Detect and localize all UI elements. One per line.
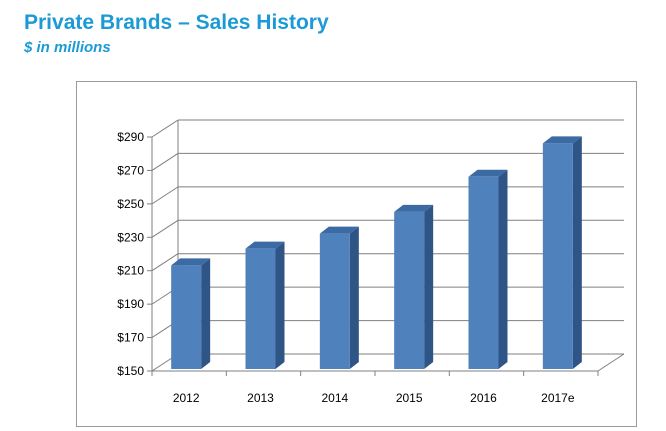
y-tick-label: $210 (117, 264, 144, 278)
side-wall-line (151, 186, 179, 205)
bar (542, 143, 573, 369)
x-tick-label: 2015 (396, 391, 423, 405)
bar (171, 265, 202, 369)
bar-side (572, 136, 582, 369)
bar-side (275, 241, 285, 369)
bar-top (468, 169, 508, 177)
y-tick-label: $170 (117, 331, 144, 345)
floor-right-edge (597, 353, 625, 372)
x-tick-label: 2017e (541, 391, 575, 405)
bar-side (498, 169, 508, 369)
bar-side (349, 226, 359, 369)
y-tick-label: $290 (117, 130, 144, 144)
x-tick-label: 2014 (321, 391, 348, 405)
bar-side (424, 204, 434, 369)
bar-chart: $150 $170 $190 $210 $230 $250 $270 $290 2012 2013… (117, 119, 625, 405)
y-tick-label: $230 (117, 230, 144, 244)
bar (468, 176, 499, 369)
x-tick-label: 2012 (173, 391, 200, 405)
x-tick-label: 2016 (470, 391, 497, 405)
bar-top (171, 258, 211, 266)
chart-frame: $150 $170 $190 $210 $230 $250 $270 $290 2012 2013… (76, 81, 637, 427)
side-wall-line (151, 253, 179, 272)
page-title: Private Brands – Sales History (24, 11, 329, 34)
page-subtitle: $ in millions (24, 39, 111, 56)
bar (394, 211, 425, 369)
x-tick-label: 2013 (247, 391, 274, 405)
side-wall-line (151, 153, 179, 171)
bar (319, 233, 350, 369)
bar-top (394, 204, 434, 212)
bar-top (542, 136, 582, 144)
bar-top (319, 226, 359, 234)
bar-top (245, 241, 285, 249)
y-tick-label: $150 (117, 364, 144, 378)
y-tick-label: $190 (117, 297, 144, 311)
bar-side (201, 258, 211, 369)
y-tick-label: $250 (117, 197, 144, 211)
side-wall-line (151, 219, 179, 238)
side-wall-line (151, 119, 179, 138)
y-tick-label: $270 (117, 163, 144, 177)
bar (245, 248, 276, 369)
